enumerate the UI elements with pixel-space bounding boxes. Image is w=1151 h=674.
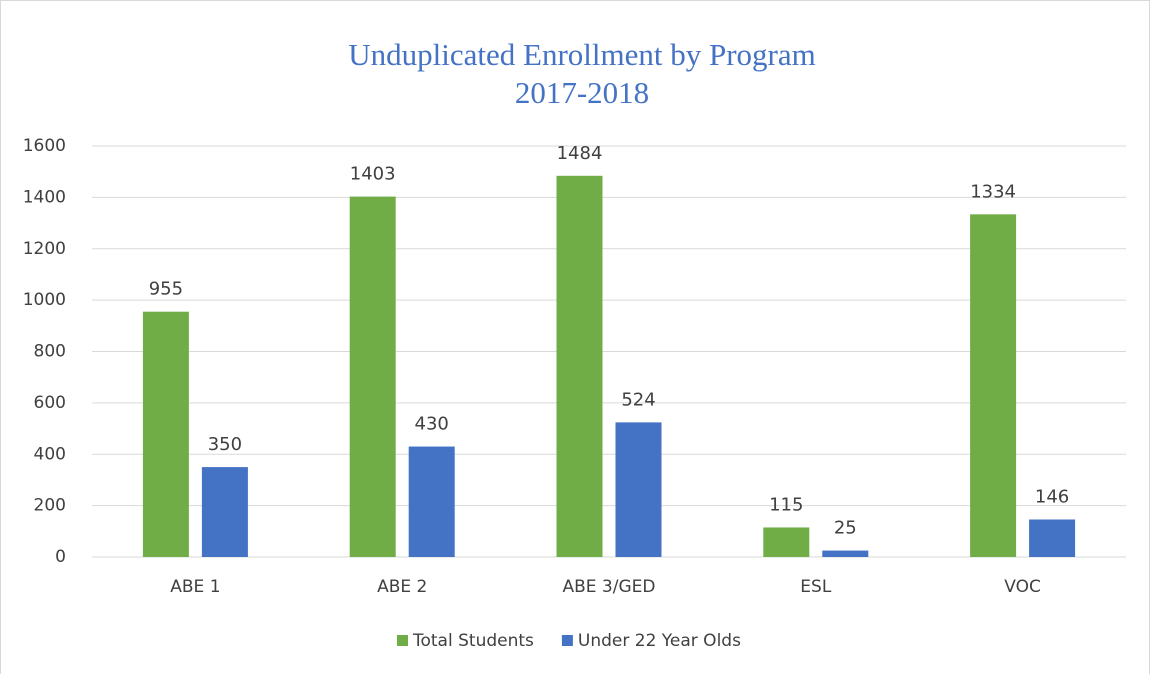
- y-tick-label: 0: [55, 547, 66, 567]
- bar: [970, 214, 1017, 558]
- bar: [615, 422, 662, 557]
- legend-label: Total Students: [412, 631, 534, 651]
- chart-subtitle: 2017-2018: [515, 75, 649, 110]
- y-tick-label: 1000: [23, 290, 66, 310]
- y-tick-label: 600: [34, 393, 66, 413]
- bar: [556, 175, 603, 558]
- data-label: 430: [415, 414, 449, 435]
- y-tick-label: 200: [34, 496, 66, 516]
- x-tick-label: ABE 3/GED: [563, 577, 656, 597]
- y-tick-label: 400: [34, 444, 66, 464]
- data-label: 1334: [970, 181, 1016, 202]
- bar: [822, 550, 869, 557]
- legend-label: Under 22 Year Olds: [578, 631, 741, 651]
- legend-swatch: [397, 635, 408, 646]
- bar: [349, 196, 396, 557]
- y-tick-label: 1400: [23, 187, 66, 207]
- data-label: 25: [834, 518, 857, 539]
- y-tick-label: 1600: [23, 136, 66, 156]
- data-label: 115: [769, 494, 803, 515]
- data-label: 1484: [557, 143, 603, 164]
- bar: [201, 467, 248, 557]
- chart-title: Unduplicated Enrollment by Program: [348, 37, 815, 72]
- x-tick-label: VOC: [1004, 577, 1041, 597]
- y-tick-label: 1200: [23, 239, 66, 259]
- x-tick-label: ABE 2: [377, 577, 427, 597]
- data-label: 146: [1035, 486, 1069, 507]
- bar: [408, 446, 455, 557]
- data-label: 1403: [350, 164, 396, 185]
- bar: [763, 527, 810, 557]
- legend-swatch: [561, 635, 573, 646]
- bar: [1029, 519, 1076, 557]
- y-tick-label: 800: [34, 342, 66, 362]
- data-label: 350: [208, 434, 242, 455]
- data-label: 955: [149, 279, 183, 300]
- data-label: 524: [621, 389, 655, 410]
- x-tick-label: ESL: [800, 577, 832, 597]
- x-tick-label: ABE 1: [170, 577, 220, 597]
- bar: [142, 311, 189, 557]
